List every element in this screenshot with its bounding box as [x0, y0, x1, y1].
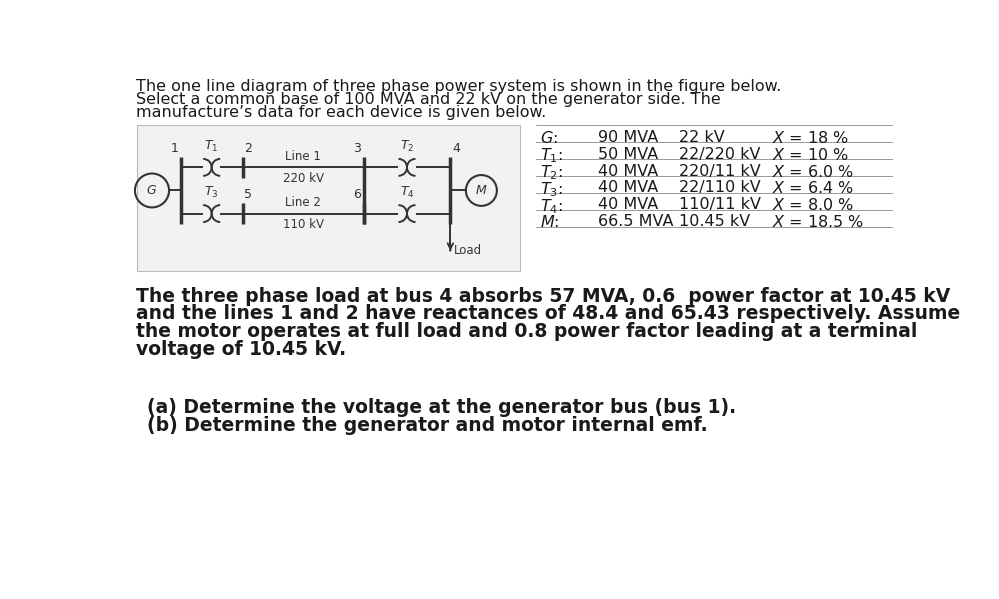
Text: 220 kV: 220 kV: [283, 172, 324, 185]
Text: $X$ = 18.5 %: $X$ = 18.5 %: [772, 214, 864, 231]
Text: 220/11 kV: 220/11 kV: [679, 164, 761, 179]
Text: (a) Determine the voltage at the generator bus (bus 1).: (a) Determine the voltage at the generat…: [147, 398, 735, 418]
FancyBboxPatch shape: [137, 125, 520, 271]
Text: manufacture’s data for each device is given below.: manufacture’s data for each device is gi…: [136, 105, 546, 120]
Text: (b) Determine the generator and motor internal emf.: (b) Determine the generator and motor in…: [147, 416, 707, 435]
Text: 3: 3: [354, 142, 362, 155]
Text: 5: 5: [244, 188, 252, 201]
Text: $T_2$:: $T_2$:: [539, 164, 562, 182]
Text: $T_3$:: $T_3$:: [539, 180, 562, 199]
Text: $M$: $M$: [476, 184, 488, 197]
Text: $T_4$:: $T_4$:: [539, 198, 562, 216]
Text: 22/220 kV: 22/220 kV: [679, 147, 760, 162]
Text: $T_1$:: $T_1$:: [539, 147, 562, 165]
Text: $X$ = 8.0 %: $X$ = 8.0 %: [772, 198, 854, 213]
Text: $T_2$: $T_2$: [400, 139, 415, 155]
Text: $X$ = 18 %: $X$ = 18 %: [772, 129, 849, 146]
Text: 40 MVA: 40 MVA: [597, 198, 658, 213]
Text: The three phase load at bus 4 absorbs 57 MVA, 0.6  power factor at 10.45 kV: The three phase load at bus 4 absorbs 57…: [136, 287, 950, 305]
Text: 10.45 kV: 10.45 kV: [679, 214, 750, 229]
Text: and the lines 1 and 2 have reactances of 48.4 and 65.43 respectively. Assume: and the lines 1 and 2 have reactances of…: [136, 304, 960, 323]
Text: 6: 6: [354, 188, 362, 201]
Text: 110/11 kV: 110/11 kV: [679, 198, 761, 213]
Text: The one line diagram of three phase power system is shown in the figure below.: The one line diagram of three phase powe…: [136, 79, 781, 94]
Text: $T_3$: $T_3$: [205, 185, 219, 201]
Text: 22/110 kV: 22/110 kV: [679, 180, 761, 195]
Text: 40 MVA: 40 MVA: [597, 180, 658, 195]
Text: $G$: $G$: [147, 184, 158, 197]
Text: 40 MVA: 40 MVA: [597, 164, 658, 179]
Text: $X$ = 6.0 %: $X$ = 6.0 %: [772, 164, 854, 180]
Text: Line 2: Line 2: [285, 196, 321, 209]
Text: $X$ = 10 %: $X$ = 10 %: [772, 147, 849, 162]
Text: $M$:: $M$:: [539, 214, 558, 231]
Text: $T_1$: $T_1$: [205, 139, 219, 155]
Text: 4: 4: [452, 142, 460, 155]
Text: 110 kV: 110 kV: [283, 218, 324, 231]
Text: $T_4$: $T_4$: [400, 185, 415, 201]
Text: 50 MVA: 50 MVA: [597, 147, 658, 162]
Text: 90 MVA: 90 MVA: [597, 129, 658, 144]
Text: Load: Load: [455, 244, 483, 257]
Text: voltage of 10.45 kV.: voltage of 10.45 kV.: [136, 340, 346, 359]
Text: $G$:: $G$:: [539, 129, 557, 146]
Text: Line 1: Line 1: [285, 150, 321, 163]
Text: 22 kV: 22 kV: [679, 129, 724, 144]
Text: the motor operates at full load and 0.8 power factor leading at a terminal: the motor operates at full load and 0.8 …: [136, 322, 917, 341]
Text: 1: 1: [171, 142, 179, 155]
Text: 2: 2: [244, 142, 252, 155]
Text: 66.5 MVA: 66.5 MVA: [597, 214, 673, 229]
Text: Select a common base of 100 MVA and 22 kV on the generator side. The: Select a common base of 100 MVA and 22 k…: [136, 92, 720, 107]
Text: $X$ = 6.4 %: $X$ = 6.4 %: [772, 180, 854, 196]
